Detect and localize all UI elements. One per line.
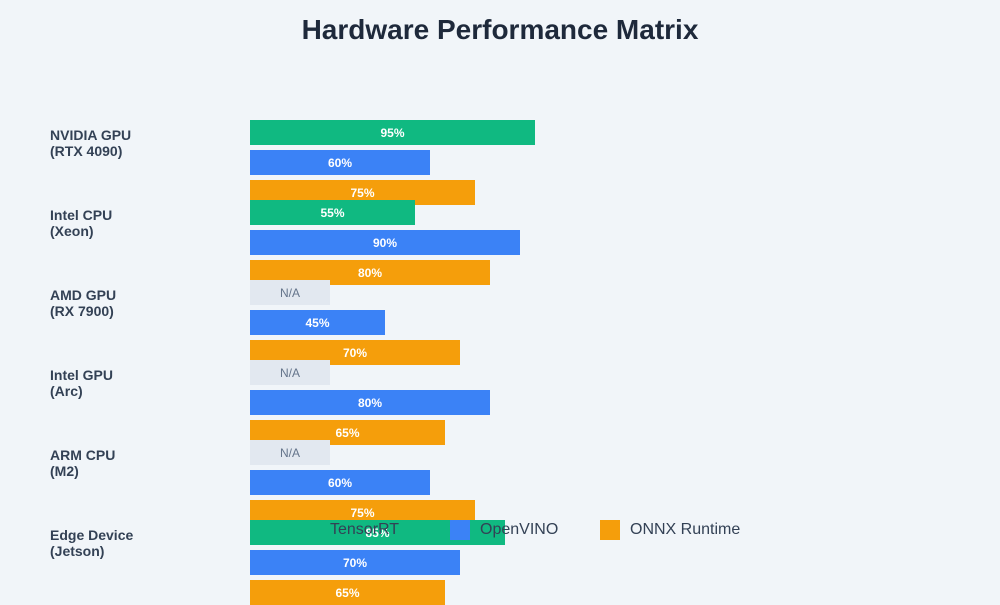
category-label-name: Edge Device xyxy=(50,527,134,543)
bar: 70% xyxy=(250,550,460,575)
legend-swatch xyxy=(600,520,620,540)
category-label: Intel GPU (Arc) xyxy=(50,367,240,399)
bar-na: N/A xyxy=(250,360,330,385)
category-label-model: (RX 7900) xyxy=(50,303,114,319)
category-label-name: NVIDIA GPU xyxy=(50,127,132,143)
legend-swatch xyxy=(300,520,320,540)
category-label-model: (Jetson) xyxy=(50,543,105,559)
bar: 80% xyxy=(250,260,490,285)
legend-label: TensorRT xyxy=(330,521,400,538)
bar: 90% xyxy=(250,230,520,255)
legend-label: OpenVINO xyxy=(480,521,559,538)
category-label-model: (Xeon) xyxy=(50,223,94,239)
bar: 55% xyxy=(250,200,415,225)
legend-label: ONNX Runtime xyxy=(630,521,741,538)
legend-swatch xyxy=(450,520,470,540)
category-label-name: Intel GPU xyxy=(50,367,114,383)
category-label-name: AMD GPU xyxy=(50,287,117,303)
bar: 95% xyxy=(250,120,535,145)
bar: 60% xyxy=(250,150,430,175)
bar-na: N/A xyxy=(250,280,330,305)
bar: 60% xyxy=(250,470,430,495)
bar: 65% xyxy=(250,580,445,605)
legend-item: ONNX Runtime xyxy=(600,520,740,540)
category-label: ARM CPU (M2) xyxy=(50,447,240,479)
chart-title: Hardware Performance Matrix xyxy=(301,14,699,45)
category-label-name: Intel CPU xyxy=(50,207,113,223)
legend-item: TensorRT xyxy=(300,520,399,540)
bar: 80% xyxy=(250,390,490,415)
category-label-model: (RTX 4090) xyxy=(50,143,123,159)
bar-na: N/A xyxy=(250,440,330,465)
category-label: Edge Device (Jetson) xyxy=(50,527,240,559)
bar: 45% xyxy=(250,310,385,335)
category-label-model: (Arc) xyxy=(50,383,83,399)
category-label-model: (M2) xyxy=(50,463,79,479)
category-label: Intel CPU (Xeon) xyxy=(50,207,240,239)
legend-item: OpenVINO xyxy=(450,520,558,540)
category-label: NVIDIA GPU (RTX 4090) xyxy=(50,127,240,159)
category-label: AMD GPU (RX 7900) xyxy=(50,287,240,319)
category-label-name: ARM CPU xyxy=(50,447,116,463)
